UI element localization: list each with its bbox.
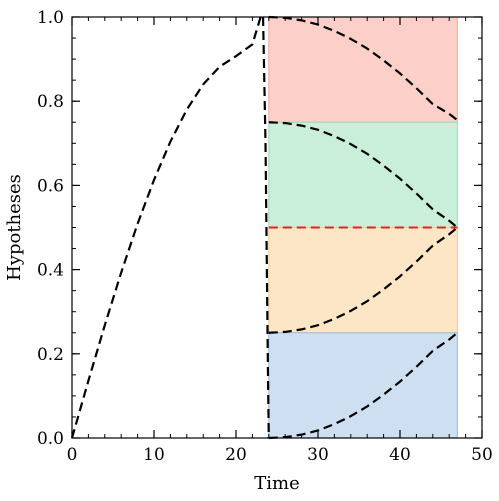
x-tick-label: 10 bbox=[143, 445, 165, 465]
band-2 bbox=[268, 227, 458, 334]
x-axis-label: Time bbox=[254, 473, 299, 494]
band-0 bbox=[268, 16, 458, 123]
series-line-0 bbox=[70, 16, 262, 439]
y-axis-label: Hypotheses bbox=[4, 174, 25, 281]
x-tick-label: 50 bbox=[471, 445, 493, 465]
y-tick-label: 0.8 bbox=[37, 92, 64, 112]
y-tick-label: 0.4 bbox=[37, 261, 64, 281]
series-line-4 bbox=[268, 226, 459, 334]
x-tick-label: 40 bbox=[389, 445, 411, 465]
x-tick-label: 30 bbox=[307, 445, 329, 465]
y-tick-label: 1.0 bbox=[37, 8, 64, 28]
series-line-3 bbox=[268, 121, 459, 229]
series-layer bbox=[70, 15, 459, 440]
band-3 bbox=[268, 332, 458, 439]
y-tick-label: 0.0 bbox=[37, 429, 64, 449]
bands-layer bbox=[268, 16, 458, 439]
y-tick-label: 0.2 bbox=[37, 345, 64, 365]
ticks-layer: 0 10 20 30 40 50 0.0 0.2 0.4 0.6 0.8 1.0 bbox=[37, 8, 493, 465]
band-1 bbox=[268, 121, 458, 228]
series-line-1 bbox=[261, 16, 270, 439]
y-tick-label: 0.6 bbox=[37, 176, 64, 196]
x-tick-label: 20 bbox=[225, 445, 247, 465]
x-tick-label: 0 bbox=[67, 445, 78, 465]
